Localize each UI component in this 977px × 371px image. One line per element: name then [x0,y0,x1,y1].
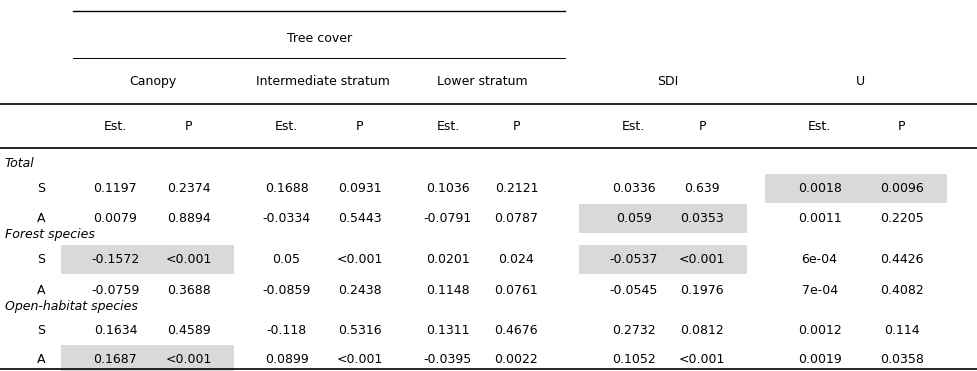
Text: 0.2732: 0.2732 [612,324,655,338]
Bar [578,245,746,274]
Bar [764,174,946,203]
Text: 0.1052: 0.1052 [612,353,655,367]
Bar [61,345,234,371]
Text: 0.0011: 0.0011 [797,212,840,226]
Text: P: P [698,119,705,133]
Text: S: S [37,324,45,338]
Text: S: S [37,253,45,266]
Text: 0.4082: 0.4082 [879,283,922,297]
Text: Est.: Est. [436,119,459,133]
Text: 0.0761: 0.0761 [494,283,537,297]
Text: P: P [356,119,363,133]
Text: -0.0395: -0.0395 [423,353,472,367]
Text: 0.2374: 0.2374 [167,181,210,195]
Text: <0.001: <0.001 [336,353,383,367]
Text: 0.0201: 0.0201 [426,253,469,266]
Text: -0.118: -0.118 [266,324,307,338]
Text: 0.2121: 0.2121 [494,181,537,195]
Text: Tree cover: Tree cover [287,32,352,46]
Text: 0.0096: 0.0096 [879,181,922,195]
Bar [578,204,746,233]
Text: 0.5443: 0.5443 [338,212,381,226]
Text: 0.1197: 0.1197 [94,181,137,195]
Text: Total: Total [5,157,34,170]
Text: SDI: SDI [657,75,678,88]
Text: S: S [37,181,45,195]
Text: -0.0859: -0.0859 [262,283,311,297]
Text: 0.05: 0.05 [273,253,300,266]
Text: Lower stratum: Lower stratum [437,75,527,88]
Text: Est.: Est. [275,119,298,133]
Text: A: A [37,353,45,367]
Text: 0.059: 0.059 [616,212,651,226]
Text: 0.1634: 0.1634 [94,324,137,338]
Text: -0.0545: -0.0545 [609,283,658,297]
Text: 6e-04: 6e-04 [801,253,836,266]
Text: 0.0358: 0.0358 [879,353,922,367]
Text: <0.001: <0.001 [165,353,212,367]
Text: -0.0759: -0.0759 [91,283,140,297]
Text: U: U [855,75,865,88]
Text: 0.1976: 0.1976 [680,283,723,297]
Text: 0.639: 0.639 [684,181,719,195]
Text: <0.001: <0.001 [678,253,725,266]
Text: 0.8894: 0.8894 [167,212,210,226]
Text: 0.0018: 0.0018 [797,181,840,195]
Text: P: P [512,119,520,133]
Text: 0.0022: 0.0022 [494,353,537,367]
Text: -0.0791: -0.0791 [423,212,472,226]
Text: 0.4589: 0.4589 [167,324,210,338]
Text: 0.4426: 0.4426 [879,253,922,266]
Text: <0.001: <0.001 [336,253,383,266]
Text: Forest species: Forest species [5,228,95,241]
Text: 0.1687: 0.1687 [94,353,137,367]
Text: 0.0787: 0.0787 [494,212,537,226]
Text: -0.1572: -0.1572 [91,253,140,266]
Text: 7e-04: 7e-04 [801,283,836,297]
Text: 0.1311: 0.1311 [426,324,469,338]
Text: 0.1688: 0.1688 [265,181,308,195]
Text: 0.3688: 0.3688 [167,283,210,297]
Text: 0.0012: 0.0012 [797,324,840,338]
Text: 0.5316: 0.5316 [338,324,381,338]
Text: P: P [185,119,192,133]
Text: 0.2205: 0.2205 [879,212,922,226]
Text: 0.0336: 0.0336 [612,181,655,195]
Text: 0.0079: 0.0079 [94,212,137,226]
Text: 0.114: 0.114 [883,324,918,338]
Text: A: A [37,283,45,297]
Text: 0.0899: 0.0899 [265,353,308,367]
Text: <0.001: <0.001 [678,353,725,367]
Text: <0.001: <0.001 [165,253,212,266]
Text: Intermediate stratum: Intermediate stratum [256,75,389,88]
Text: 0.2438: 0.2438 [338,283,381,297]
Text: Est.: Est. [621,119,645,133]
Text: 0.1036: 0.1036 [426,181,469,195]
Text: Est.: Est. [807,119,830,133]
Text: P: P [897,119,905,133]
Bar [61,245,234,274]
Text: -0.0334: -0.0334 [262,212,311,226]
Text: 0.4676: 0.4676 [494,324,537,338]
Text: 0.0019: 0.0019 [797,353,840,367]
Text: Est.: Est. [104,119,127,133]
Text: 0.0353: 0.0353 [680,212,723,226]
Text: -0.0537: -0.0537 [609,253,658,266]
Text: Open-habitat species: Open-habitat species [5,299,138,313]
Text: A: A [37,212,45,226]
Text: 0.1148: 0.1148 [426,283,469,297]
Text: 0.0812: 0.0812 [680,324,723,338]
Text: Canopy: Canopy [129,75,176,88]
Text: 0.024: 0.024 [498,253,533,266]
Text: 0.0931: 0.0931 [338,181,381,195]
